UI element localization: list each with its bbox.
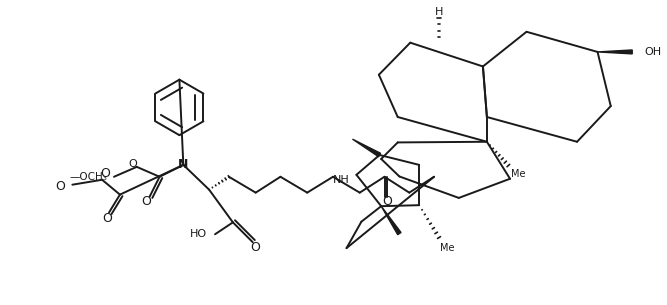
Text: O: O: [55, 180, 65, 193]
Text: NH: NH: [333, 175, 350, 185]
Text: Me: Me: [511, 169, 526, 179]
Text: O: O: [100, 167, 110, 180]
Text: H: H: [435, 7, 443, 17]
Text: OH: OH: [644, 47, 661, 57]
Text: —OCH₃: —OCH₃: [69, 172, 107, 182]
Text: Me: Me: [440, 243, 454, 253]
Polygon shape: [598, 50, 632, 54]
Text: O: O: [129, 159, 137, 169]
Polygon shape: [352, 139, 381, 157]
Text: O: O: [141, 195, 151, 208]
Text: N: N: [178, 158, 189, 171]
Text: O: O: [383, 195, 392, 208]
Text: HO: HO: [190, 229, 207, 239]
Polygon shape: [382, 206, 401, 235]
Text: O: O: [251, 241, 261, 254]
Text: O: O: [102, 212, 112, 225]
